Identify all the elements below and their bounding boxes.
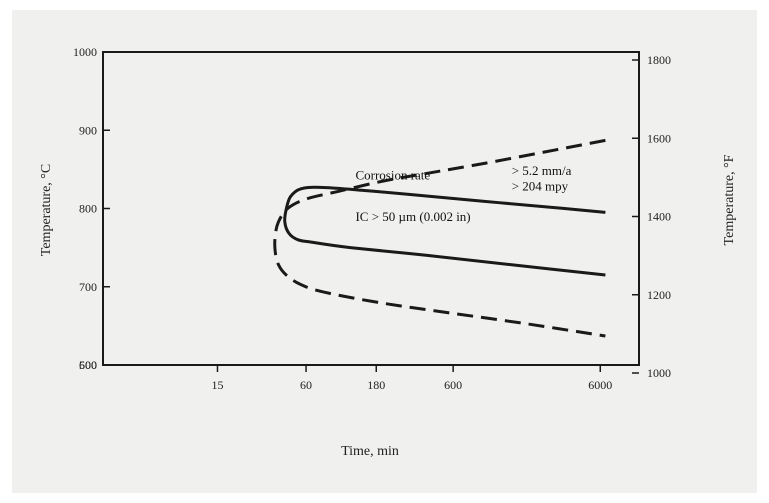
y-axis-left-label: Temperature, °C xyxy=(39,164,54,256)
x-tick-label: 180 xyxy=(367,378,385,392)
y-right-tick-label: 1400 xyxy=(647,210,671,224)
y-right-tick-label: 1800 xyxy=(647,53,671,67)
x-axis-ticks: 15 60 180 600 6000 xyxy=(211,365,612,392)
annotation-label: > 204 mpy xyxy=(512,179,569,194)
annotations: Corrosion rate > 5.2 mm/a> 204 mpy IC > 50… xyxy=(355,163,571,224)
y-left-tick-label: 800 xyxy=(79,202,97,216)
y-right-tick-label: 1000 xyxy=(647,366,671,380)
y-left-tick-label: 1000 xyxy=(73,45,97,59)
corrosion-rate-curve xyxy=(273,138,606,338)
y-left-tick-label: 900 xyxy=(79,123,97,137)
series-layer xyxy=(273,138,606,338)
y-left-tick-label: 600 xyxy=(79,358,97,372)
x-tick-label: 60 xyxy=(300,378,312,392)
x-axis-label: Time, min xyxy=(341,444,399,459)
x-tick-label: 600 xyxy=(444,378,462,392)
ic-depth-curve xyxy=(283,185,606,277)
y-left-tick-label: 700 xyxy=(79,280,97,294)
y-right-tick-label: 1200 xyxy=(647,288,671,302)
y-right-tick-label: 1600 xyxy=(647,131,671,145)
y-axis-right-ticks: 1800 1600 1400 1200 1000 xyxy=(632,53,671,380)
x-tick-label: 6000 xyxy=(588,378,612,392)
x-tick-label: 15 xyxy=(211,378,223,392)
annotation-label: IC > 50 µm (0.002 in) xyxy=(355,209,470,224)
annotation-label: Corrosion rate xyxy=(355,168,430,183)
annotation-label: > 5.2 mm/a xyxy=(512,163,572,178)
y-left-tick-label: 500 xyxy=(79,358,97,372)
y-axis-right-label: Temperature, °F xyxy=(722,154,737,245)
